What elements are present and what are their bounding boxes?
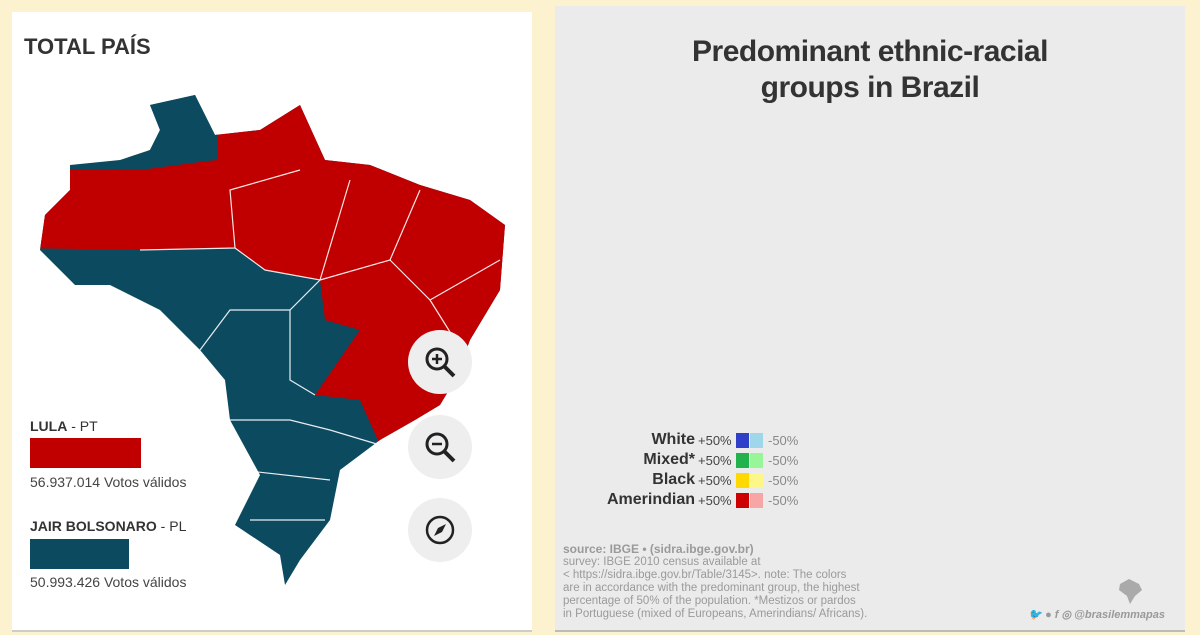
legend-minus: -50% <box>768 472 799 488</box>
legend-plus: +50% <box>698 492 732 508</box>
legend-plus: +50% <box>698 452 732 468</box>
legend-row-amerindian: Amerindian +50% -50% <box>575 490 798 510</box>
candidate-label: LULA - PT <box>30 418 98 434</box>
swatch-dark <box>736 452 749 468</box>
legend-row-black: Black +50% -50% <box>575 470 798 490</box>
legend-row-white: White +50% -50% <box>575 430 798 450</box>
map-title: Predominant ethnic-racial groups in Braz… <box>555 34 1185 106</box>
candidate-name: LULA <box>30 418 68 434</box>
legend-plus: +50% <box>698 472 732 488</box>
roraima-state <box>140 95 218 165</box>
vote-bar-bolsonaro <box>30 539 129 569</box>
legend: White +50% -50% Mixed* +50% -50% Black +50% -5… <box>575 430 798 510</box>
candidate-party: - PT <box>67 418 98 434</box>
legend-name: Black <box>652 471 695 488</box>
zoom-in-icon <box>425 347 456 378</box>
source-line: source: IBGE • (sidra.ibge.gov.br) <box>563 542 754 556</box>
state-borders <box>139 169 501 521</box>
candidate-party: - PL <box>156 518 187 534</box>
vote-count: 56.937.014 Votos válidos <box>30 474 187 490</box>
zoom-out-button[interactable] <box>408 415 472 479</box>
note-line: survey: IBGE 2010 census available at <box>563 556 761 568</box>
social-handle: 🐦 ● f ◎ @brasilemmapas <box>1028 608 1165 621</box>
legend-name: White <box>651 431 695 448</box>
swatch-dark <box>736 472 749 488</box>
vote-count: 50.993.426 Votos válidos <box>30 574 187 590</box>
election-map[interactable] <box>20 60 560 585</box>
swatch-light <box>750 432 763 448</box>
legend-row-mixed: Mixed* +50% -50% <box>575 450 798 470</box>
legend-minus: -50% <box>768 452 799 468</box>
swatch-dark <box>736 492 749 508</box>
note-line: percentage of 50% of the population. *Me… <box>563 595 856 607</box>
handle-text: @brasilemmapas <box>1074 609 1165 621</box>
compass-button[interactable] <box>408 498 472 562</box>
compass-icon <box>425 515 455 545</box>
vote-bar-lula <box>30 438 141 468</box>
legend-name: Mixed* <box>643 451 695 468</box>
legend-plus: +50% <box>698 432 732 448</box>
swatch-light <box>750 452 763 468</box>
panel-title: TOTAL PAÍS <box>24 34 151 59</box>
note-line: in Portuguese (mixed of Europeans, Ameri… <box>563 608 868 620</box>
legend-minus: -50% <box>768 492 799 508</box>
note-line: < https://sidra.ibge.gov.br/Table/3145>.… <box>563 569 847 581</box>
title-line: groups in Brazil <box>760 71 980 104</box>
candidate-label: JAIR BOLSONARO - PL <box>30 518 186 534</box>
swatch-light <box>750 472 763 488</box>
legend-name: Amerindian <box>606 491 695 508</box>
swatch-light <box>750 492 763 508</box>
title-line: Predominant ethnic-racial <box>692 35 1048 68</box>
candidate-name: JAIR BOLSONARO <box>30 518 157 534</box>
note-line: are in accordance with the predominant g… <box>563 582 860 594</box>
zoom-in-button[interactable] <box>408 330 472 394</box>
social-icons: 🐦 ● f ◎ <box>1028 609 1075 621</box>
zoom-out-icon <box>425 432 456 463</box>
swatch-dark <box>736 432 749 448</box>
source-note: source: IBGE • (sidra.ibge.gov.br) surve… <box>563 543 903 621</box>
brazil-logo-icon <box>1119 579 1142 604</box>
ethnic-map-panel: Predominant ethnic-racial groups in Braz… <box>555 6 1185 632</box>
legend-minus: -50% <box>768 432 799 448</box>
